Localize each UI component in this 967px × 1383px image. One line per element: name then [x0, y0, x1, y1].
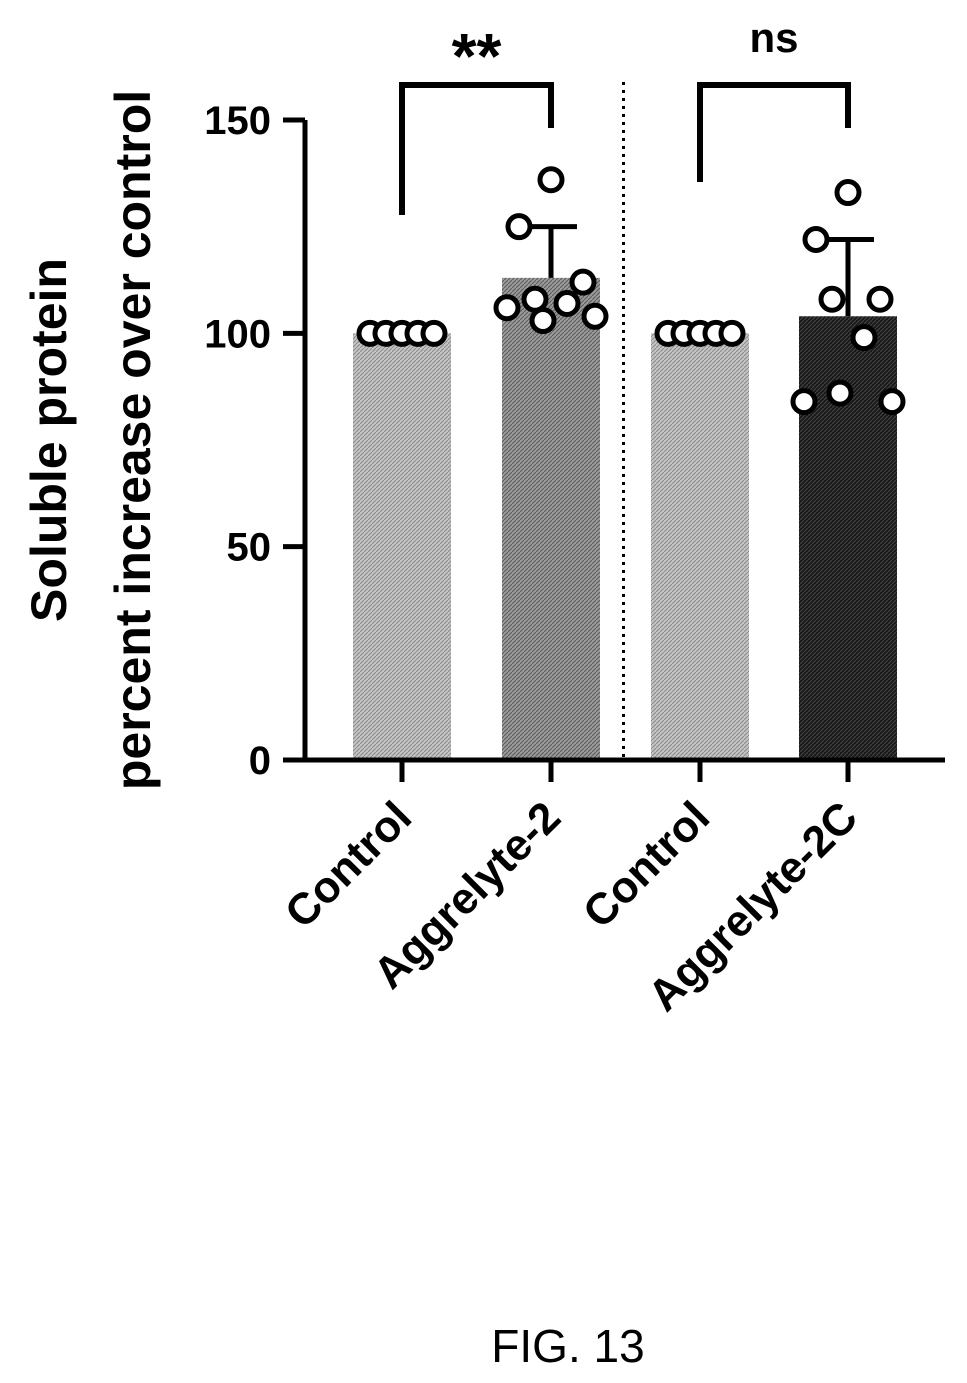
- significance-label: ns: [749, 14, 798, 61]
- data-point: [834, 179, 862, 207]
- data-point: [420, 319, 448, 347]
- data-point: [718, 319, 746, 347]
- y-tick-label: 0: [249, 739, 271, 783]
- data-point: [826, 379, 854, 407]
- y-tick-label: 150: [204, 99, 271, 143]
- data-point: [790, 388, 818, 416]
- data-point: [850, 324, 878, 352]
- bar: [651, 333, 749, 760]
- data-point: [581, 302, 609, 330]
- bar: [502, 277, 600, 760]
- data-point: [866, 285, 894, 313]
- significance-bracket: [697, 82, 851, 182]
- data-point: [493, 294, 521, 322]
- significance-bracket: [399, 82, 554, 215]
- data-point: [505, 213, 533, 241]
- data-point: [569, 268, 597, 296]
- error-bars-layer: [525, 224, 874, 317]
- data-point: [818, 285, 846, 313]
- bar: [353, 333, 451, 760]
- significance-brackets: ** ns: [399, 14, 851, 215]
- data-point: [529, 307, 557, 335]
- figure-caption: FIG. 13: [491, 1320, 644, 1372]
- x-tick-label: Control: [276, 792, 421, 937]
- data-point: [802, 225, 830, 253]
- x-tick-label: Control: [574, 792, 719, 937]
- data-point: [878, 388, 906, 416]
- data-point: [537, 166, 565, 194]
- bars-layer: [353, 277, 897, 760]
- significance-label: **: [452, 20, 502, 92]
- data-point: [553, 289, 581, 317]
- y-tick-label: 100: [204, 312, 271, 356]
- points-layer: [356, 166, 906, 416]
- y-tick-label: 50: [227, 526, 272, 570]
- y-ticks: 0 50 100 150: [204, 99, 305, 783]
- y-axis-label-line2: percent increase over control: [105, 90, 161, 790]
- y-axis-label-line1: Soluble protein: [21, 258, 77, 622]
- data-point: [521, 285, 549, 313]
